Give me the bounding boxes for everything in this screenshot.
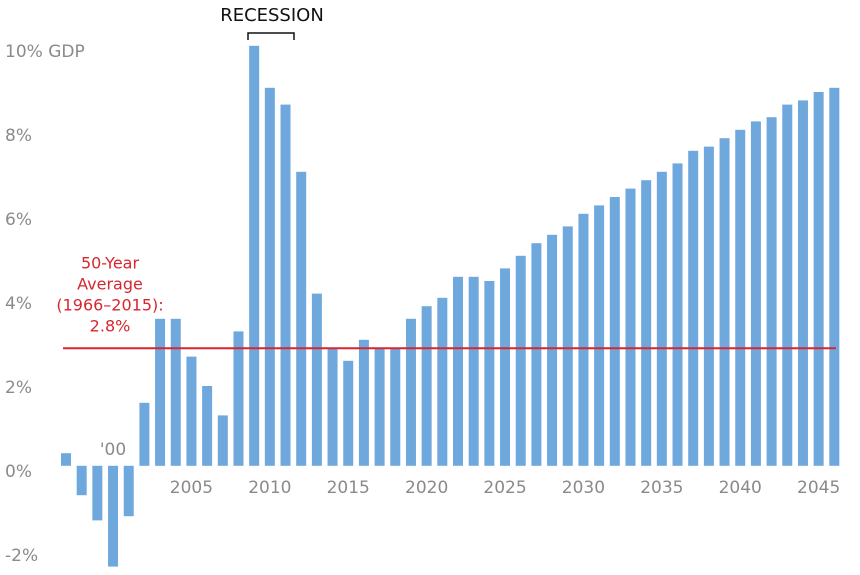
x-tick-label: 2020 (405, 478, 448, 498)
bar (656, 171, 667, 466)
bar (766, 117, 777, 466)
x-tick-label: 2045 (797, 478, 840, 498)
x-tick-label: 2010 (248, 478, 291, 498)
bar (108, 465, 119, 567)
bar (672, 163, 683, 466)
average-label: Average (77, 275, 143, 294)
bar (547, 234, 558, 466)
bar (405, 318, 416, 466)
bar (609, 197, 620, 466)
x-tick-label: '00 (100, 440, 126, 460)
bar (202, 386, 213, 466)
bar (170, 318, 181, 466)
bar (453, 276, 463, 466)
y-tick-label: -2% (5, 546, 38, 566)
bar (484, 281, 495, 466)
bar (249, 45, 260, 466)
recession-bracket (247, 32, 295, 40)
bar (311, 293, 322, 466)
bar (735, 129, 746, 466)
average-value-label: 2.8% (90, 317, 131, 336)
bar (641, 180, 652, 466)
x-tick-label: 2040 (719, 478, 762, 498)
bar (155, 318, 166, 466)
bar (515, 255, 526, 466)
x-tick-label: 2035 (640, 478, 683, 498)
x-tick-label: 2030 (562, 478, 605, 498)
average-label: (1966–2015): (56, 296, 163, 315)
bar (562, 226, 573, 466)
bar (421, 306, 432, 466)
bar (468, 276, 479, 466)
recession-label: RECESSION (220, 5, 324, 26)
y-tick-label: 8% (5, 126, 32, 146)
bar (625, 188, 636, 466)
bar (531, 243, 542, 466)
bar (390, 348, 401, 466)
bar (750, 121, 761, 466)
y-tick-label: 0% (5, 462, 32, 482)
bar (437, 297, 448, 466)
bar (594, 205, 605, 466)
bar (829, 87, 840, 466)
average-label: 50-Year (81, 254, 140, 273)
bar (358, 339, 369, 466)
x-tick-label: 2015 (327, 478, 370, 498)
bar (703, 146, 714, 466)
bar (123, 465, 134, 517)
bar (280, 104, 291, 466)
bar (139, 402, 150, 466)
x-tick-label: 2005 (170, 478, 213, 498)
bar (92, 465, 103, 521)
bar (264, 87, 275, 466)
y-tick-label: 2% (5, 378, 32, 398)
bar (327, 348, 338, 466)
bar (719, 138, 730, 466)
bar (374, 348, 385, 466)
bar (813, 92, 824, 466)
y-tick-label: 4% (5, 294, 32, 314)
bar (296, 171, 307, 466)
bar (688, 150, 699, 466)
y-tick-label: 6% (5, 210, 32, 230)
bar (76, 465, 87, 496)
bar (782, 104, 793, 466)
x-tick-label: 2025 (483, 478, 526, 498)
bar (797, 100, 808, 466)
bar (578, 213, 589, 466)
bar (500, 268, 511, 466)
y-tick-label: 10% GDP (5, 42, 85, 62)
bar (233, 331, 244, 466)
bar (61, 453, 71, 466)
bar (186, 356, 197, 466)
bar (217, 415, 228, 466)
bar (343, 360, 354, 466)
